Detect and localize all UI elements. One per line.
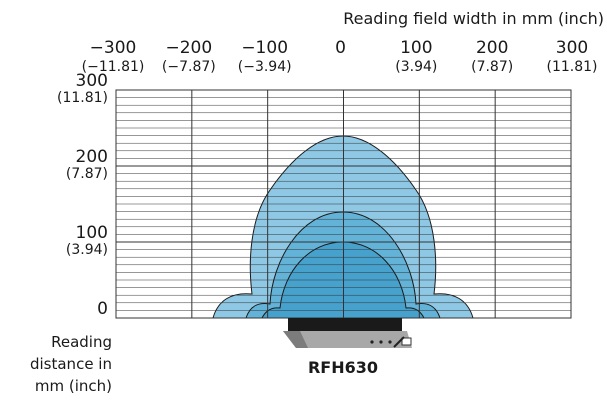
x-tick-label: 200 — [476, 38, 508, 58]
x-tick-sublabel: (11.81) — [546, 59, 597, 75]
led-icon — [370, 340, 374, 344]
led-icon — [388, 340, 392, 344]
led-icon — [379, 340, 383, 344]
rfh630-device — [283, 318, 412, 348]
device-label: RFH630 — [308, 358, 378, 377]
y-tick-label: 100 — [76, 223, 108, 243]
connector-icon — [401, 337, 412, 346]
x-tick-sublabel: (7.87) — [471, 59, 513, 75]
x-tick-label: 100 — [400, 38, 432, 58]
y-tick-label: 300 — [76, 71, 108, 91]
y-axis-label-line-1: Reading — [51, 333, 112, 351]
y-tick-sublabel: (3.94) — [66, 242, 108, 258]
y-tick-labels: 300(11.81) 200(7.87) 100(3.94) 0 — [57, 71, 108, 319]
x-tick-label: −300 — [90, 38, 137, 58]
x-tick-label: −200 — [165, 38, 212, 58]
device-housing-side — [283, 331, 308, 348]
y-tick-label: 200 — [76, 147, 108, 167]
x-tick-sublabel: (−11.81) — [82, 59, 145, 75]
y-axis-label-line-2: distance in — [30, 355, 112, 373]
device-housing — [283, 331, 412, 348]
x-tick-label: −100 — [241, 38, 288, 58]
x-tick-sublabel: (−7.87) — [162, 59, 216, 75]
y-axis-label-line-3: mm (inch) — [35, 377, 112, 395]
x-tick-labels: −300(−11.81) −200(−7.87) −100(−3.94) 0 100(3… — [82, 38, 598, 75]
y-tick-sublabel: (11.81) — [57, 90, 108, 106]
x-tick-sublabel: (−3.94) — [238, 59, 292, 75]
x-tick-sublabel: (3.94) — [395, 59, 437, 75]
x-tick-label: 300 — [556, 38, 588, 58]
x-tick-label: 0 — [335, 38, 346, 58]
device-antenna — [288, 318, 402, 331]
diagram-title: Reading field width in mm (inch) — [343, 9, 604, 28]
cable-icon — [393, 336, 405, 348]
y-tick-sublabel: (7.87) — [66, 166, 108, 182]
y-tick-label: 0 — [97, 299, 108, 319]
chart-grid — [115, 89, 572, 319]
